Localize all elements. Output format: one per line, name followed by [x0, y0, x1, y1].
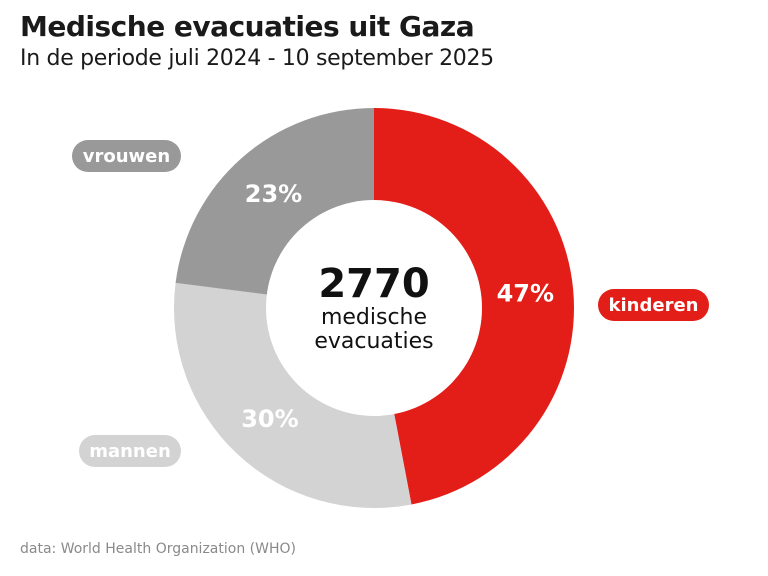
legend-pill-bg [72, 140, 181, 172]
center-total-value: 2770 [318, 261, 429, 307]
legend-label-mannen: mannen [89, 441, 171, 462]
slice-label-mannen: 30% [241, 405, 298, 433]
data-source: data: World Health Organization (WHO) [20, 541, 296, 557]
legend-pill-bg [598, 289, 709, 321]
center-label-line1: medische [321, 305, 427, 330]
donut-hole [266, 200, 482, 416]
legend-pill-kinderen: kinderen [598, 289, 709, 321]
legend-label-vrouwen: vrouwen [83, 146, 170, 167]
legend-pill-bg [79, 435, 181, 467]
legend-pill-vrouwen: vrouwen [72, 140, 181, 172]
legend-label-kinderen: kinderen [609, 295, 699, 316]
legend-pills: kinderen mannen vrouwen [72, 140, 709, 467]
center-label-line2: evacuaties [314, 329, 433, 354]
slice-label-vrouwen: 23% [245, 180, 302, 208]
chart-title: Medische evacuaties uit Gaza [20, 10, 475, 43]
slice-label-kinderen: 47% [497, 280, 554, 308]
slice-percent-labels: 47% 30% 23% [241, 180, 554, 433]
chart-subtitle: In de periode juli 2024 - 10 september 2… [20, 46, 494, 71]
legend-pill-mannen: mannen [79, 435, 181, 467]
